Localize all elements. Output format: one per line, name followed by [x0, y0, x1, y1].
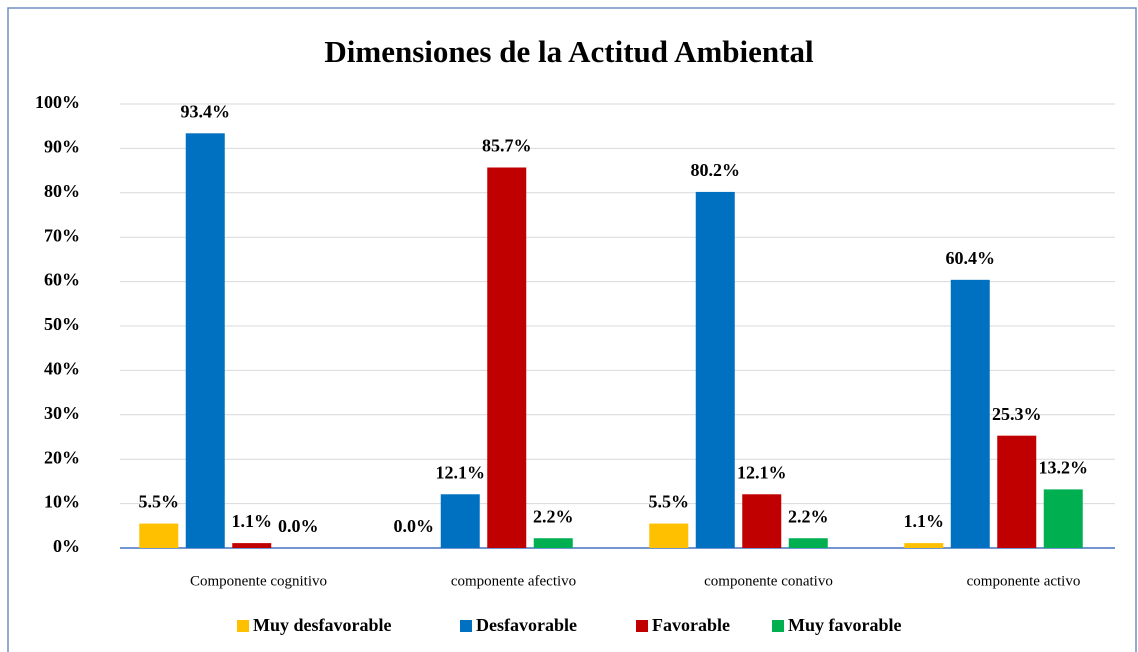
legend-swatch — [460, 620, 472, 632]
x-tick-label: componente afectivo — [451, 573, 576, 589]
data-label: 80.2% — [691, 160, 741, 180]
y-tick-label: 40% — [44, 359, 80, 379]
data-label: 0.0% — [394, 516, 435, 536]
data-label: 5.5% — [649, 492, 690, 512]
data-label: 2.2% — [533, 506, 574, 526]
bar — [997, 435, 1037, 548]
bar — [440, 494, 480, 548]
x-tick-label: Componente cognitivo — [190, 573, 327, 589]
legend-swatch — [772, 620, 784, 632]
x-tick-label: componente activo — [967, 573, 1081, 589]
bar — [904, 543, 944, 548]
data-label: 13.2% — [1039, 458, 1089, 478]
bar — [695, 191, 735, 549]
data-label: 93.4% — [181, 101, 231, 121]
legend-label: Desfavorable — [476, 615, 577, 635]
y-tick-label: 100% — [35, 92, 80, 112]
y-tick-label: 70% — [44, 225, 80, 245]
bar — [1043, 489, 1083, 548]
bar — [533, 538, 573, 548]
data-label: 0.0% — [278, 516, 319, 536]
y-tick-label: 80% — [44, 181, 80, 201]
data-label: 60.4% — [946, 248, 996, 268]
data-label: 5.5% — [139, 492, 180, 512]
y-tick-label: 60% — [44, 270, 80, 290]
legend-label: Favorable — [652, 615, 730, 635]
y-tick-label: 30% — [44, 403, 80, 423]
data-label: 12.1% — [436, 462, 486, 482]
bar — [649, 523, 689, 548]
bar — [185, 133, 225, 548]
y-tick-label: 0% — [53, 536, 80, 556]
y-tick-label: 10% — [44, 492, 80, 512]
bar — [742, 494, 782, 548]
chart-title: Dimensiones de la Actitud Ambiental — [324, 34, 814, 69]
y-tick-label: 20% — [44, 447, 80, 467]
legend-swatch — [237, 620, 249, 632]
data-label: 2.2% — [788, 506, 829, 526]
data-label: 1.1% — [232, 511, 273, 531]
legend-label: Muy desfavorable — [253, 615, 392, 635]
bar — [487, 167, 527, 548]
data-label: 1.1% — [904, 511, 945, 531]
bar — [950, 279, 990, 548]
data-label: 85.7% — [482, 136, 532, 156]
x-tick-label: componente conativo — [704, 573, 833, 589]
bar — [788, 538, 828, 548]
bar — [232, 543, 272, 548]
legend-swatch — [636, 620, 648, 632]
bar — [139, 523, 179, 548]
data-label: 12.1% — [737, 462, 787, 482]
y-tick-label: 50% — [44, 314, 80, 334]
legend-label: Muy favorable — [788, 615, 901, 635]
data-label: 25.3% — [992, 404, 1042, 424]
y-tick-label: 90% — [44, 137, 80, 157]
